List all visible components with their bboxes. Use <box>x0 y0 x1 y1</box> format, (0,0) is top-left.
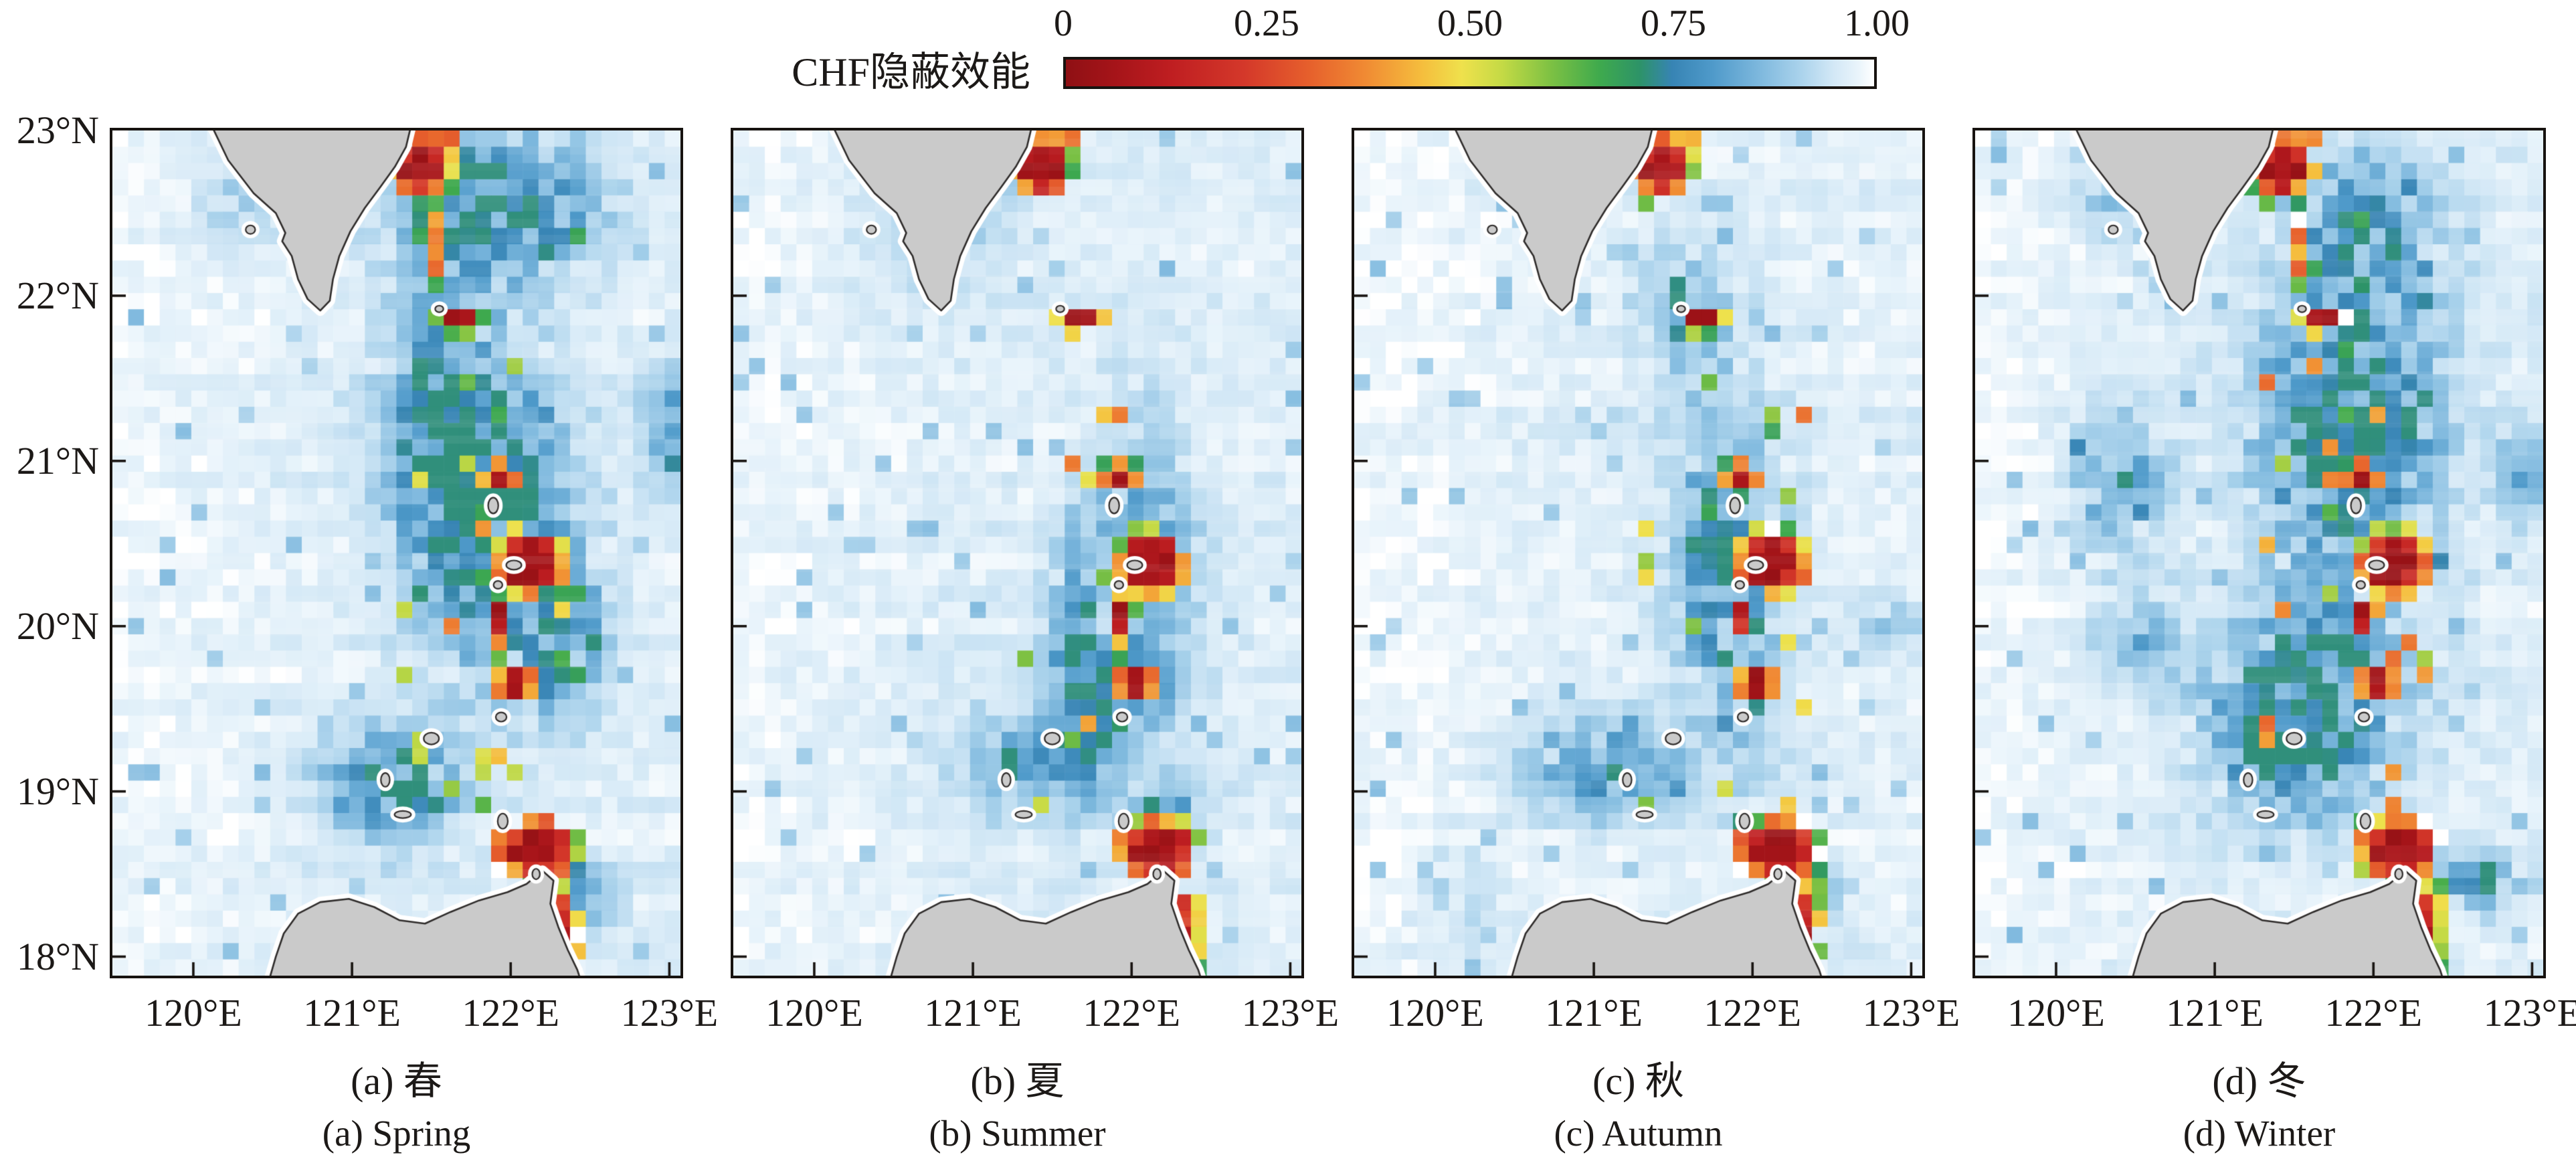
x-axis-tick-label: 121°E <box>2166 991 2264 1035</box>
x-axis-tick-label: 121°E <box>303 991 401 1035</box>
y-axis-tick-label: 18°N <box>16 934 99 978</box>
x-axis-tick-label: 123°E <box>1241 991 1340 1035</box>
colorbar-tick-label: 1.00 <box>1844 3 1910 44</box>
colorbar-tick-label: 0.25 <box>1234 3 1299 44</box>
heatmap-canvas-c <box>1354 130 1922 976</box>
x-axis-tick-label: 120°E <box>765 991 863 1035</box>
y-axis-tick-label: 22°N <box>16 273 99 317</box>
caption-zh-a: (a) 春 <box>351 1059 442 1103</box>
caption-en-d: (d) Winter <box>2183 1113 2336 1154</box>
colorbar <box>1063 57 1877 89</box>
y-axis-tick-label: 19°N <box>16 769 99 813</box>
map-panel-b <box>731 128 1304 978</box>
colorbar-tick-label: 0 <box>1054 3 1073 44</box>
y-axis-tick-label: 20°N <box>16 604 99 648</box>
x-axis-tick-label: 123°E <box>1862 991 1960 1035</box>
y-axis-tick-label: 23°N <box>16 108 99 152</box>
x-axis-tick-label: 122°E <box>1704 991 1802 1035</box>
x-axis-tick-label: 120°E <box>145 991 242 1035</box>
map-panel-d <box>1972 128 2546 978</box>
x-axis-tick-label: 122°E <box>2324 991 2423 1035</box>
colorbar-tick-label: 0.50 <box>1437 3 1503 44</box>
colorbar-title: CHF隐蔽效能 <box>792 50 1030 94</box>
caption-zh-d: (d) 冬 <box>2212 1059 2306 1103</box>
caption-zh-c: (c) 秋 <box>1592 1059 1684 1103</box>
heatmap-canvas-a <box>112 130 680 976</box>
caption-en-b: (b) Summer <box>929 1113 1106 1154</box>
x-axis-tick-label: 123°E <box>620 991 719 1035</box>
map-panel-c <box>1352 128 1925 978</box>
x-axis-tick-label: 120°E <box>2007 991 2105 1035</box>
y-axis-tick-label: 21°N <box>16 438 99 482</box>
caption-en-c: (c) Autumn <box>1554 1113 1723 1154</box>
x-axis-tick-label: 121°E <box>924 991 1022 1035</box>
map-panel-a <box>110 128 683 978</box>
heatmap-canvas-d <box>1975 130 2543 976</box>
x-axis-tick-label: 122°E <box>462 991 560 1035</box>
x-axis-tick-label: 121°E <box>1545 991 1643 1035</box>
x-axis-tick-label: 120°E <box>1386 991 1484 1035</box>
colorbar-tick-label: 0.75 <box>1641 3 1706 44</box>
caption-en-a: (a) Spring <box>322 1113 471 1154</box>
x-axis-tick-label: 123°E <box>2483 991 2576 1035</box>
heatmap-canvas-b <box>733 130 1301 976</box>
x-axis-tick-label: 122°E <box>1083 991 1181 1035</box>
caption-zh-b: (b) 夏 <box>970 1059 1065 1103</box>
